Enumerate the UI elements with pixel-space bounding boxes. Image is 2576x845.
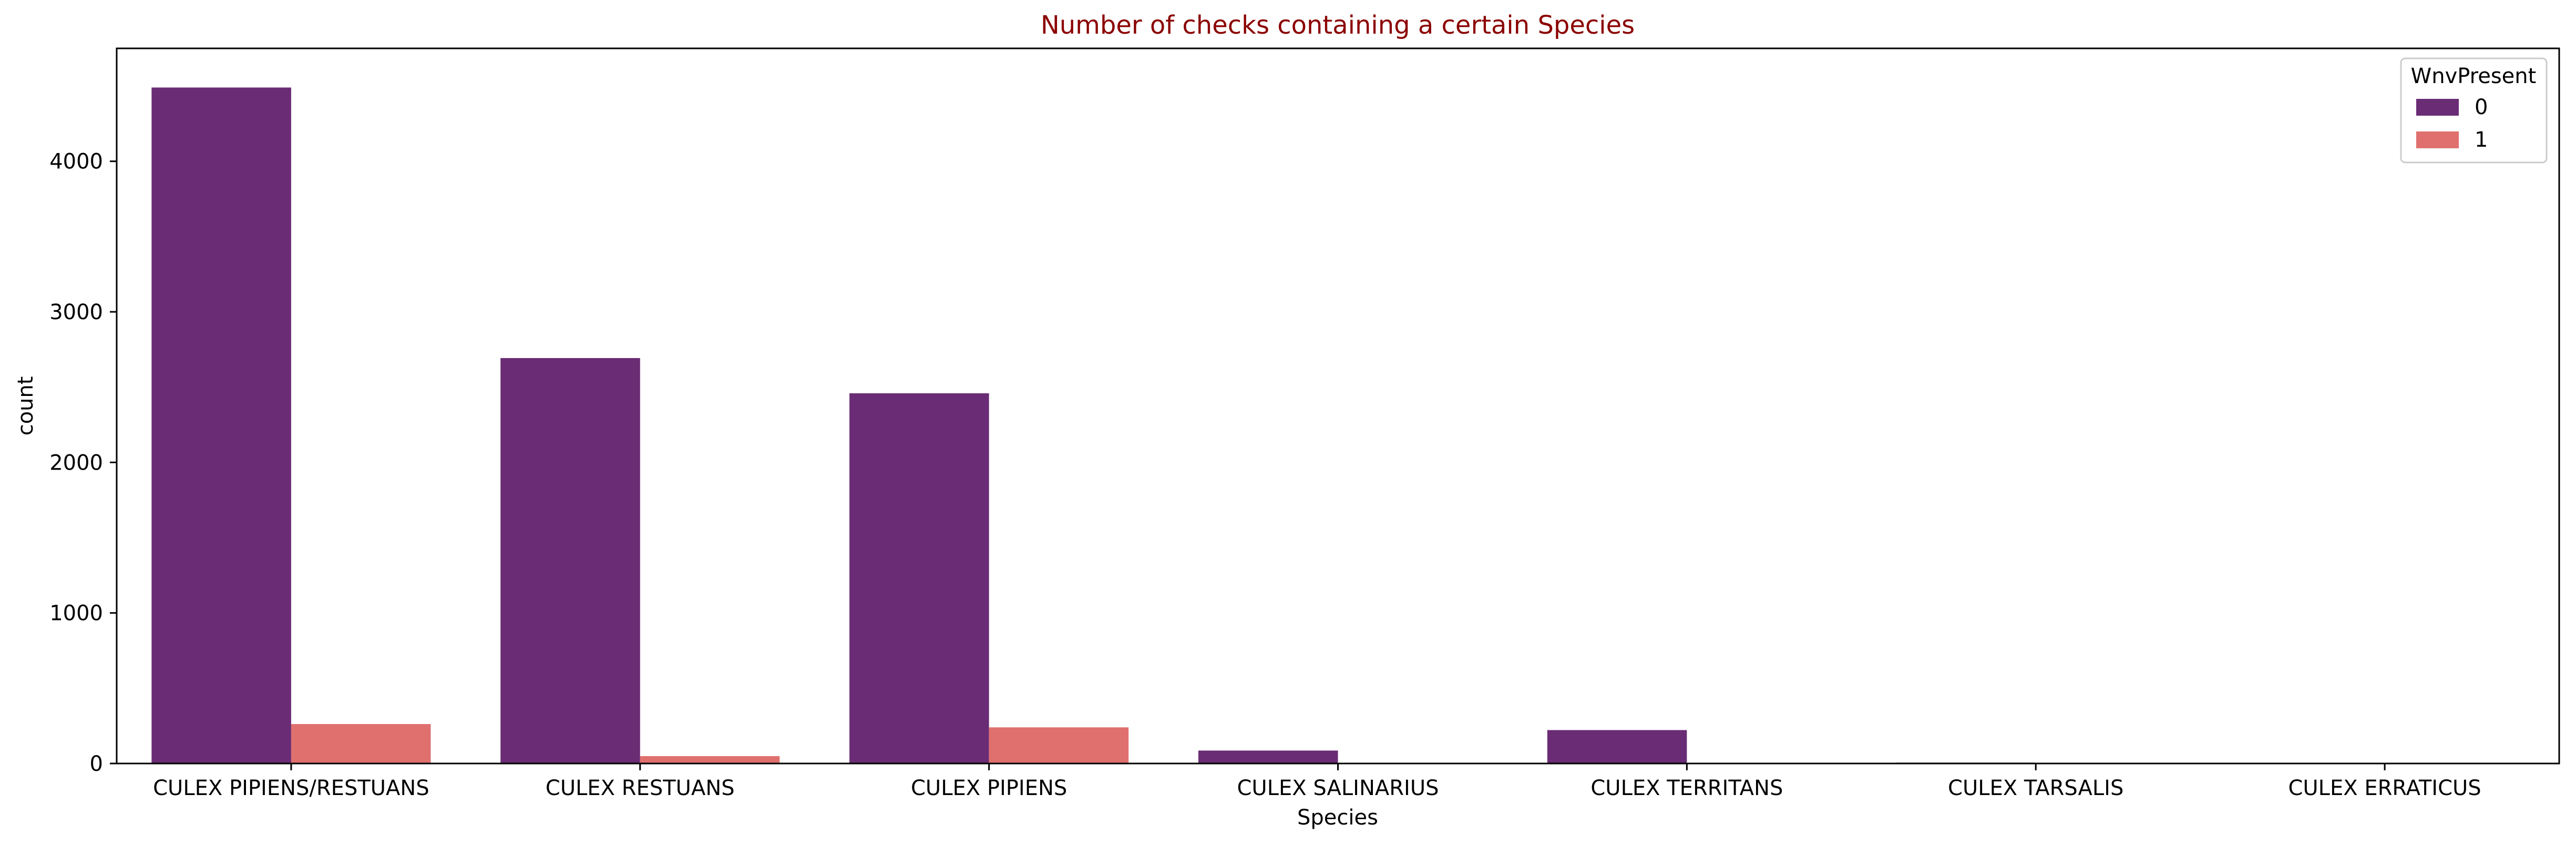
y-axis-label: count [14,376,38,436]
x-tick-label: CULEX SALINARIUS [1237,776,1439,800]
legend-items: 01 [2416,95,2488,152]
y-tick-label: 1000 [49,602,103,626]
x-tick-label: CULEX TARSALIS [1948,776,2123,800]
x-tick-label: CULEX TERRITANS [1590,776,1783,800]
y-tick-label: 2000 [49,451,103,475]
bar [291,724,431,763]
y-tick-label: 3000 [49,300,103,324]
y-tick-label: 4000 [49,150,103,174]
bar [1547,730,1687,763]
bar [849,393,989,763]
y-tick-label: 0 [90,752,103,776]
bar-group [151,87,2385,763]
y-axis-ticks: 0 1000 2000 3000 4000 [49,150,117,776]
plot-frame [116,47,2560,765]
x-axis-ticks: CULEX PIPIENS/RESTUANS CULEX RESTUANS CULE… [153,763,2481,800]
legend-label: 1 [2475,128,2488,152]
legend-swatch [2416,99,2459,116]
x-tick-label: CULEX PIPIENS/RESTUANS [153,776,429,800]
x-tick-label: CULEX ERRATICUS [2288,776,2481,800]
bar [989,727,1129,763]
bar [640,756,780,763]
bar [151,87,291,763]
legend-label: 0 [2475,95,2488,119]
x-tick-label: CULEX PIPIENS [911,776,1067,800]
legend-swatch [2416,131,2459,148]
bar [500,358,640,763]
legend-title: WnvPresent [2411,64,2537,88]
bar [1198,750,1338,763]
x-axis-label: Species [1297,806,1378,830]
chart-title: Number of checks containing a certain Sp… [1041,11,1635,40]
x-tick-label: CULEX RESTUANS [546,776,735,800]
legend: WnvPresent 01 [2400,57,2548,164]
